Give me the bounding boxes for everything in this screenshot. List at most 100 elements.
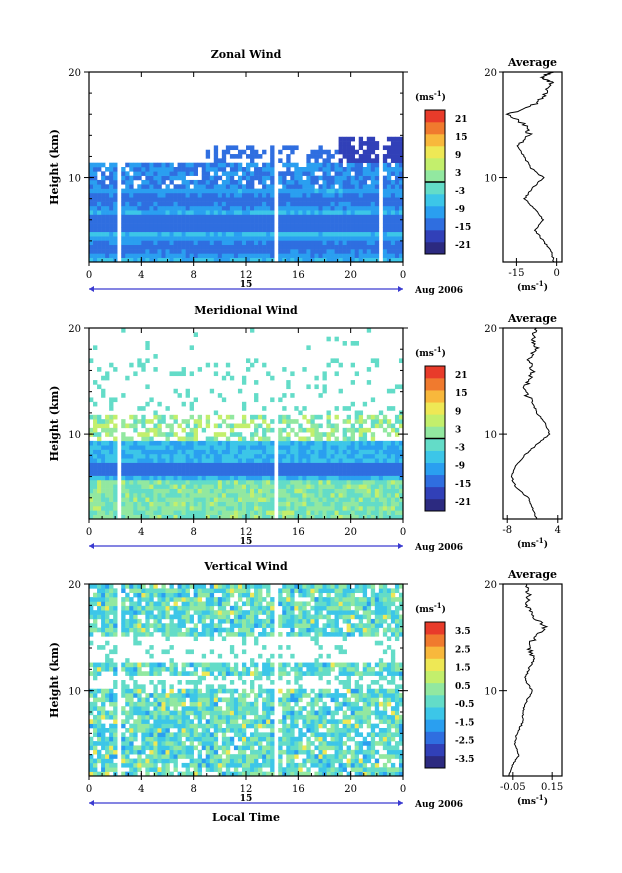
average-profile: Average 10 20 -0.05 0.15(ms-1) xyxy=(484,568,563,807)
colorbar-band xyxy=(425,682,445,696)
y-tick-label: 20 xyxy=(68,324,81,335)
colorbar-tick-label: 0.5 xyxy=(455,682,471,692)
average-x-tick-label: -8 xyxy=(502,525,512,536)
average-y-tick-label: 20 xyxy=(484,324,497,335)
y-axis-label: Height (km) xyxy=(48,642,61,718)
date-marker: 15 xyxy=(240,537,253,547)
average-profile-line xyxy=(510,327,551,520)
colorbar-band xyxy=(425,206,445,219)
y-tick-label: 10 xyxy=(68,174,81,185)
colorbar-band xyxy=(425,158,445,171)
x-tick-label: 20 xyxy=(344,270,357,281)
date-label: Aug 2006 xyxy=(414,800,463,810)
date-label: Aug 2006 xyxy=(414,286,463,296)
colorbar-tick-label: -15 xyxy=(455,480,471,490)
colorbar-band xyxy=(425,695,445,708)
colorbar-band xyxy=(425,426,445,439)
panel-title: Meridional Wind xyxy=(194,304,298,317)
colorbar-band xyxy=(425,194,445,207)
colorbar-tick-label: -21 xyxy=(455,498,471,508)
x-tick-label: 8 xyxy=(190,270,196,281)
colorbar-tick-label: 3 xyxy=(455,169,461,179)
heatmap-field xyxy=(89,136,404,263)
colorbar-band xyxy=(425,110,445,123)
y-tick-label: 10 xyxy=(68,430,81,441)
colorbar-band xyxy=(425,366,445,379)
average-y-tick-label: 20 xyxy=(484,68,497,79)
x-tick-label: 20 xyxy=(344,784,357,795)
colorbar-unit: (ms-1) xyxy=(415,601,446,615)
average-y-tick-label: 10 xyxy=(484,430,497,441)
colorbar-tick-label: -21 xyxy=(455,241,471,251)
x-tick-label: 4 xyxy=(138,784,144,795)
average-x-tick-label: -15 xyxy=(508,268,524,279)
x-tick-label: 4 xyxy=(138,270,144,281)
average-x-tick-label: 0 xyxy=(553,268,559,279)
colorbar-tick-label: -3 xyxy=(455,444,465,454)
colorbar-band xyxy=(425,134,445,147)
colorbar: (ms-1) 21 15 9 3 -3 -9 -15 -21 xyxy=(415,89,471,255)
colorbar-band xyxy=(425,182,445,195)
colorbar-tick-label: -9 xyxy=(455,462,465,472)
average-frame xyxy=(502,583,563,777)
date-label: Aug 2006 xyxy=(414,543,463,553)
date-bar-arrow xyxy=(398,800,403,806)
x-tick-label: 0 xyxy=(86,784,92,795)
colorbar-band xyxy=(425,670,445,684)
date-marker: 15 xyxy=(240,794,253,804)
average-profile-line xyxy=(508,583,549,777)
average-title: Average xyxy=(507,568,557,581)
average-x-label: (ms-1) xyxy=(517,279,548,293)
x-tick-label: 16 xyxy=(292,527,305,538)
colorbar-band xyxy=(425,242,445,255)
average-y-tick-label: 10 xyxy=(484,687,497,698)
heatmap-field xyxy=(89,584,404,777)
colorbar-band xyxy=(425,170,445,183)
colorbar-frame xyxy=(424,621,446,769)
y-tick-label: 20 xyxy=(68,580,81,591)
y-tick-label: 20 xyxy=(68,68,81,79)
colorbar: (ms-1) 21 15 9 3 -3 -9 -15 -21 xyxy=(415,345,471,512)
x-axis-label: Local Time xyxy=(212,811,280,824)
average-title: Average xyxy=(507,56,557,69)
colorbar-tick-label: -0.5 xyxy=(455,700,474,710)
colorbar-tick-label: -15 xyxy=(455,223,471,233)
colorbar-band xyxy=(425,731,445,744)
colorbar-band xyxy=(425,122,445,135)
colorbar-tick-label: -2.5 xyxy=(455,737,474,747)
x-tick-label: 0 xyxy=(86,270,92,281)
x-tick-label: 12 xyxy=(240,784,253,795)
colorbar-band xyxy=(425,634,445,647)
date-bar-arrow xyxy=(398,286,403,292)
colorbar-band xyxy=(425,646,445,659)
average-frame xyxy=(502,327,563,520)
panel-meridional: Meridional Wind 10 20 Height (km) 0 4 8 12 16 20 0… xyxy=(48,304,563,553)
x-tick-label: 16 xyxy=(292,270,305,281)
colorbar-tick-label: 3 xyxy=(455,425,461,435)
average-y-tick-label: 20 xyxy=(484,580,497,591)
colorbar-tick-label: -3.5 xyxy=(455,755,474,765)
colorbar-band xyxy=(425,402,445,415)
y-axis-label: Height (km) xyxy=(48,129,61,205)
colorbar-band xyxy=(425,707,445,720)
panel-title: Zonal Wind xyxy=(211,48,282,61)
colorbar-band xyxy=(425,230,445,243)
x-tick-label: 0 xyxy=(400,527,406,538)
x-tick-label: 16 xyxy=(292,784,305,795)
panel-title: Vertical Wind xyxy=(203,560,288,573)
colorbar-unit: (ms-1) xyxy=(415,89,446,103)
colorbar-band xyxy=(425,438,445,451)
colorbar-band xyxy=(425,390,445,403)
colorbar-tick-label: 2.5 xyxy=(455,645,471,655)
average-profile: Average 10 20 -15 0 (ms-1) xyxy=(484,56,563,293)
colorbar-tick-label: 9 xyxy=(455,151,461,161)
colorbar-tick-label: 9 xyxy=(455,407,461,417)
colorbar-band xyxy=(425,462,445,476)
colorbar-band xyxy=(425,450,445,463)
colorbar-tick-label: -9 xyxy=(455,205,465,215)
colorbar: (ms-1) 3.5 2.5 1.5 0.5 -0.5 -1.5 -2.5 -3.5 xyxy=(415,601,474,769)
colorbar-band xyxy=(425,755,445,769)
x-tick-label: 12 xyxy=(240,270,253,281)
average-x-tick-label: 0.15 xyxy=(541,782,563,793)
